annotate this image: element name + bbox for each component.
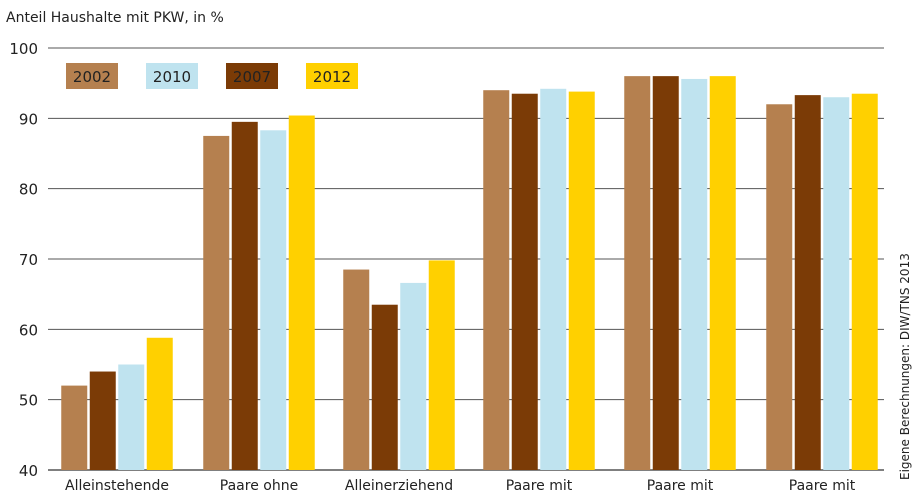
bar-2010: [260, 130, 287, 471]
legend-label-2002: 2002: [73, 68, 111, 86]
source-note: Eigene Berechnungen: DIW/TNS 2013: [898, 253, 912, 480]
bar-2007: [371, 304, 398, 470]
y-tick-label: 80: [19, 181, 38, 199]
x-category-label: Alleinerziehend: [345, 478, 453, 491]
y-tick-label: 50: [19, 392, 38, 410]
x-category-label: Paare mit: [506, 478, 573, 491]
bar-2002: [343, 269, 370, 470]
y-tick-label: 60: [19, 321, 38, 339]
bar-2012: [146, 337, 173, 470]
x-category-label: Paare mit: [647, 478, 714, 491]
x-category-label: Paare ohne: [220, 478, 298, 491]
bar-2007: [652, 76, 679, 470]
bar-2012: [851, 93, 878, 470]
bar-2012: [288, 115, 315, 471]
bar-2007: [511, 93, 538, 470]
bar-2007: [89, 371, 116, 470]
legend-label-2010: 2010: [153, 68, 191, 86]
bar-2010: [118, 364, 145, 470]
y-axis-title: Anteil Haushalte mit PKW, in %: [6, 10, 224, 26]
bar-2002: [766, 104, 793, 471]
bar-2010: [400, 282, 427, 470]
legend-swatch-2012: [306, 63, 358, 89]
y-tick-label: 90: [19, 110, 38, 128]
legend-label-2012: 2012: [313, 68, 351, 86]
bar-2007: [231, 121, 258, 470]
bar-2010: [681, 78, 708, 471]
bar-2010: [540, 88, 567, 470]
y-tick-label: 40: [19, 462, 38, 480]
bar-2002: [624, 76, 651, 470]
y-tick-label: 70: [19, 251, 38, 269]
bar-2012: [709, 76, 736, 470]
bar-2010: [823, 97, 850, 470]
legend-swatch-2010: [146, 63, 198, 89]
legend-swatch-2007: [226, 63, 278, 89]
x-category-label: Paare mit: [789, 478, 856, 491]
bar-2002: [483, 90, 510, 470]
x-category-label: Alleinstehende: [65, 478, 169, 491]
bar-2002: [61, 385, 88, 470]
bar-2007: [794, 95, 821, 470]
bar-2012: [428, 260, 455, 470]
bar-2012: [568, 91, 595, 471]
bar-2002: [203, 135, 230, 470]
legend-swatch-2002: [66, 63, 118, 89]
legend-label-2007: 2007: [233, 68, 271, 86]
y-tick-label: 100: [9, 40, 38, 58]
